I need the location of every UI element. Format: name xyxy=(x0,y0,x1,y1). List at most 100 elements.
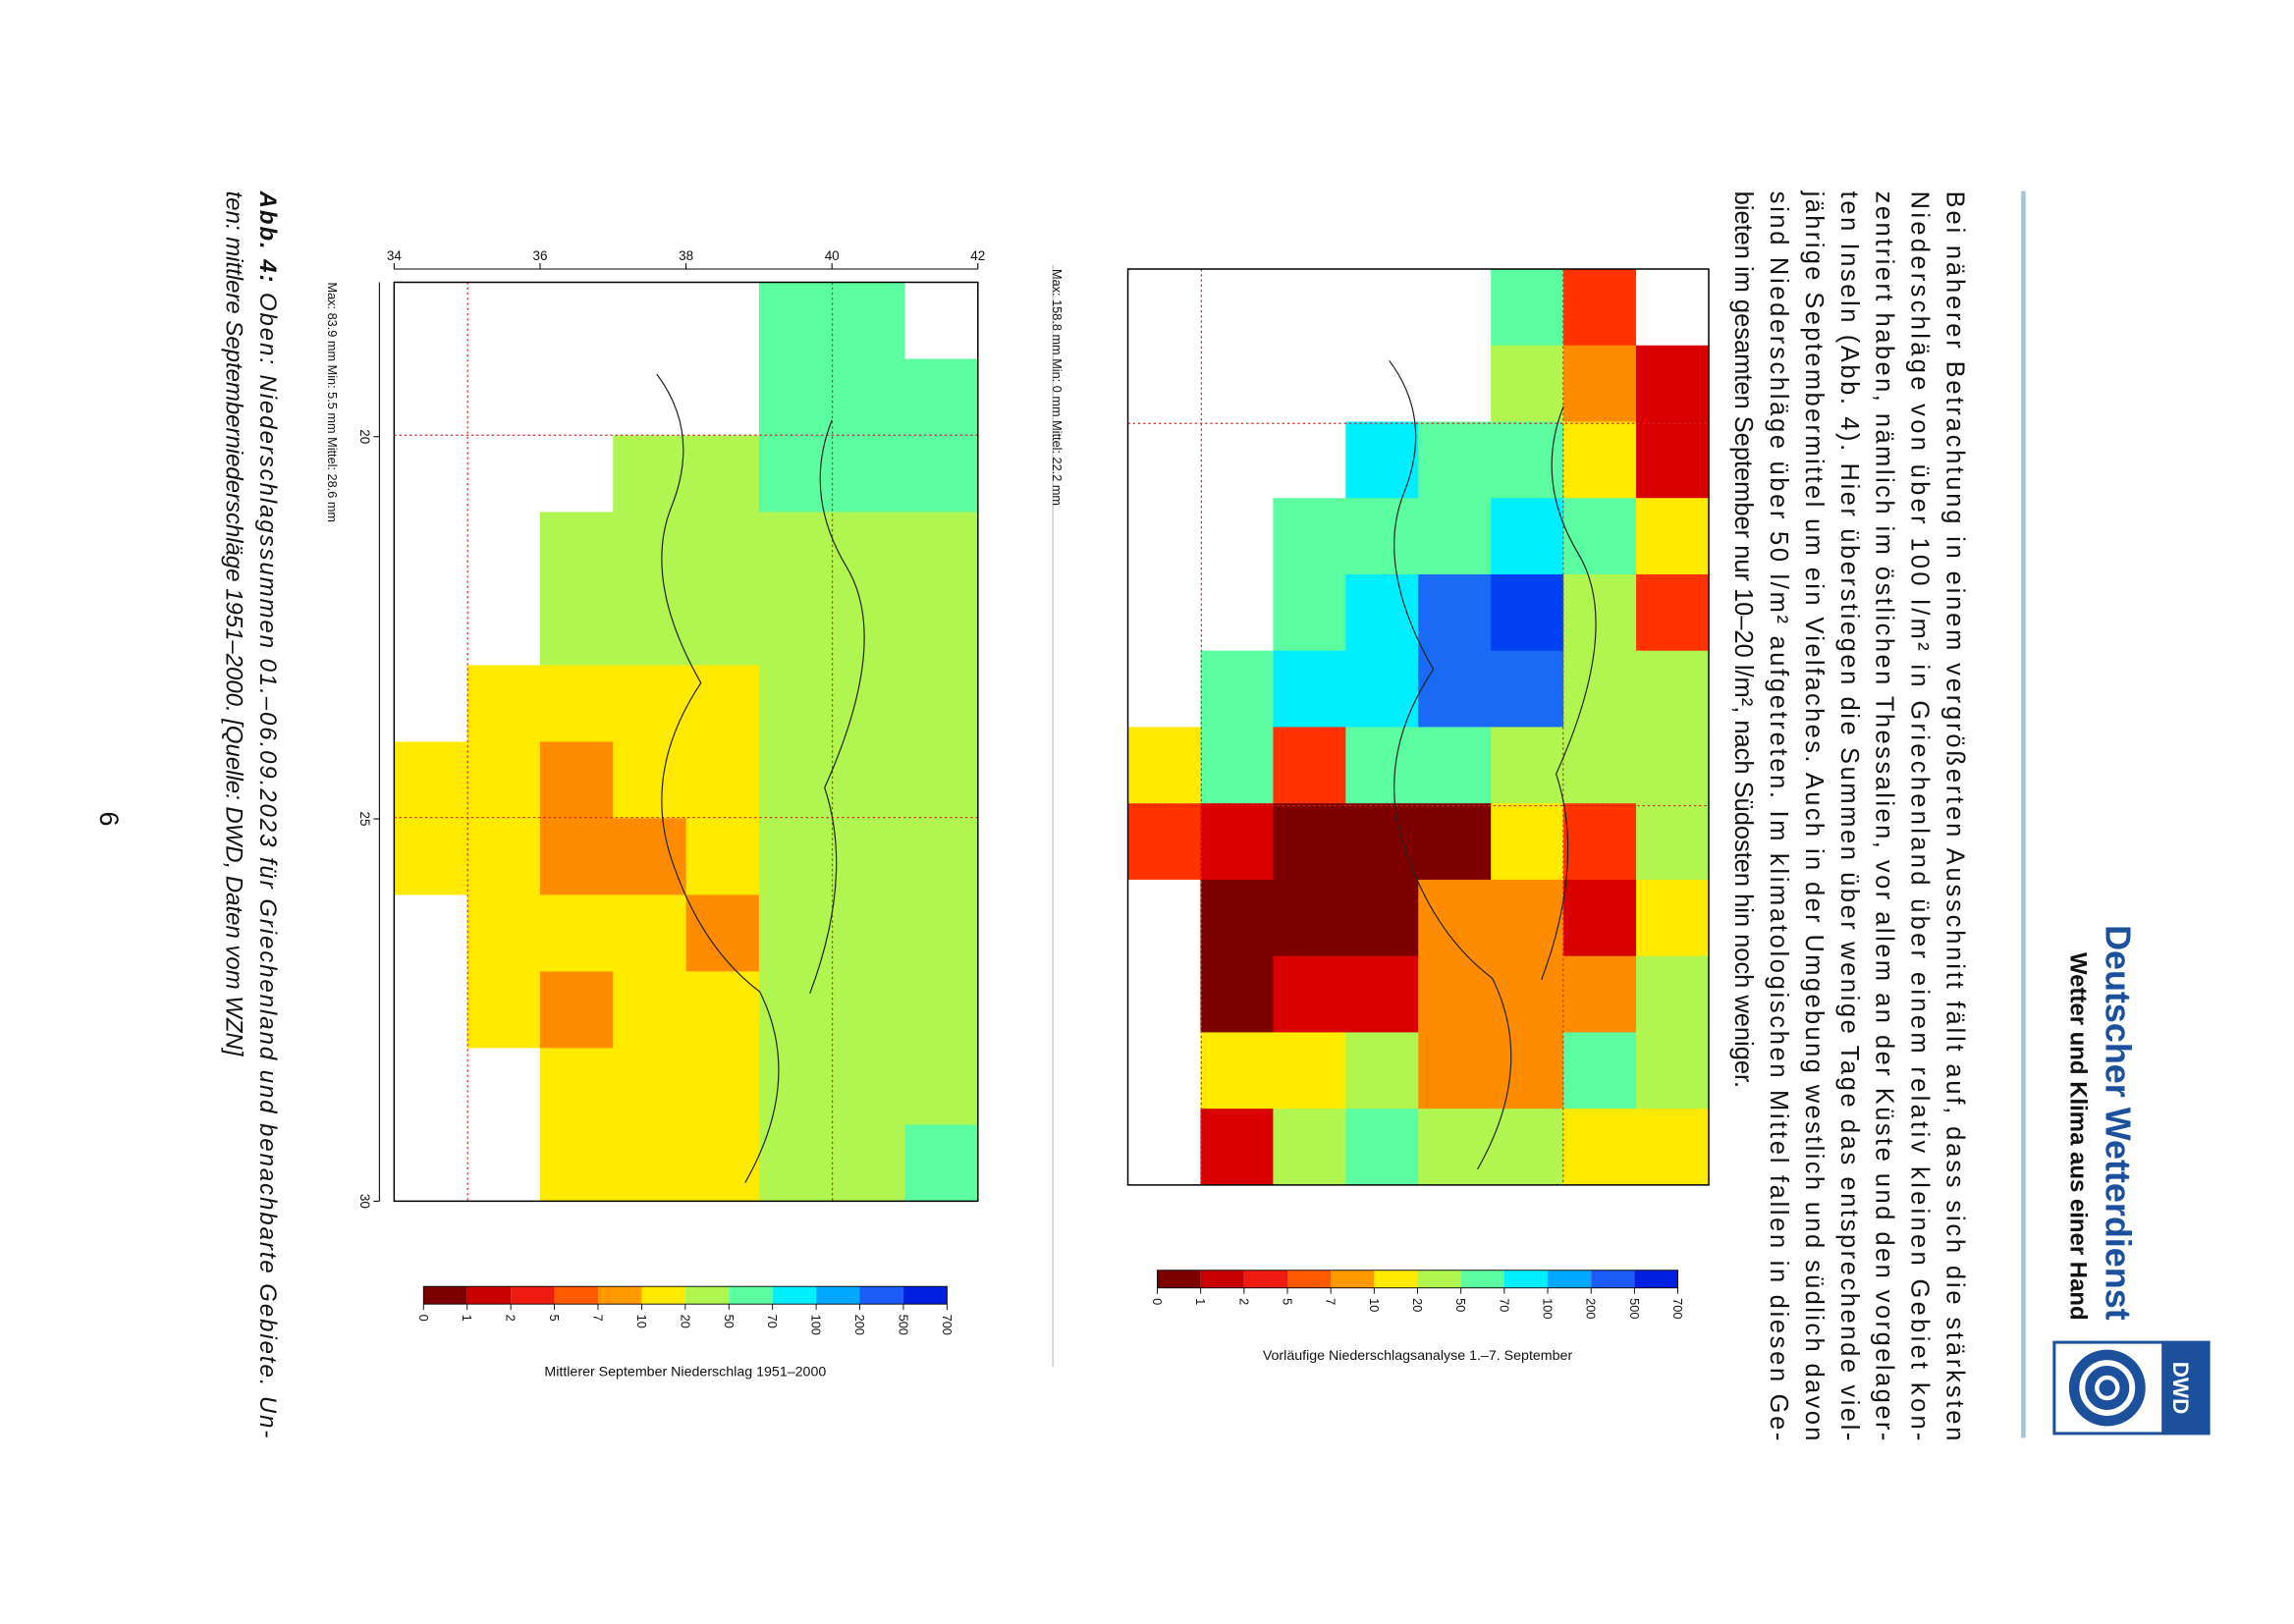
map-cell xyxy=(758,1124,833,1202)
map-cell xyxy=(1636,727,1710,804)
map-cell xyxy=(904,435,979,514)
logo-text: DWD xyxy=(2168,1362,2193,1415)
map-cell xyxy=(1200,803,1274,881)
map-cell xyxy=(394,818,468,896)
map-cell xyxy=(1345,955,1419,1034)
colorbar-segment xyxy=(684,1286,730,1305)
colorbar-segment xyxy=(423,1286,467,1305)
map-cell xyxy=(394,512,468,590)
map-cell xyxy=(832,588,906,667)
map-cell xyxy=(685,1124,760,1202)
colorbar-label: 70 xyxy=(765,1315,780,1328)
map-cell xyxy=(758,741,833,820)
body-line: jährige Septembermittel um ein Vielfache… xyxy=(1800,190,1828,1441)
colorbar-label: 5 xyxy=(1281,1298,1295,1305)
caption-line: Abb. 4: Oben: Niederschlagssummen 01.–06… xyxy=(254,190,281,1438)
caption-line: ten: mittlere Septemberniederschläge 195… xyxy=(221,191,247,1057)
map-cell xyxy=(1418,803,1492,881)
map-cell xyxy=(1273,269,1346,347)
colorbar-label: 7 xyxy=(1324,1298,1338,1305)
x-tick-label: 36 xyxy=(532,248,547,263)
map-cell xyxy=(685,971,760,1049)
map-cell xyxy=(466,665,541,743)
map-cell xyxy=(539,282,614,360)
map-cell xyxy=(1636,1109,1710,1186)
colorbar-segment xyxy=(859,1286,903,1305)
map-cell xyxy=(832,358,906,437)
map-cell xyxy=(613,435,687,514)
map-cell xyxy=(1273,1109,1346,1186)
map-cell xyxy=(1127,498,1202,575)
colorbar-label: 100 xyxy=(1541,1298,1556,1319)
map-cell xyxy=(1273,421,1346,499)
map-cell xyxy=(685,282,760,360)
map-cell xyxy=(832,282,906,360)
map-cell xyxy=(539,971,614,1049)
map-cell xyxy=(904,894,979,972)
map-cell xyxy=(394,282,468,360)
caption-text: Oben: Niederschlagssummen 01.–06.09.2023… xyxy=(254,284,281,1437)
map-cell xyxy=(1563,650,1637,729)
map-cell xyxy=(1563,269,1637,347)
logo-band xyxy=(2161,1342,2210,1434)
map-cell xyxy=(1273,727,1346,804)
map-cell xyxy=(685,894,760,972)
map-cell xyxy=(466,358,541,437)
map-cell xyxy=(1418,879,1492,957)
map-cell xyxy=(904,818,979,896)
map-cell xyxy=(1345,345,1419,423)
map-cell xyxy=(466,818,541,896)
map-cell xyxy=(685,358,760,437)
map-cell xyxy=(1491,498,1564,575)
colorbar-label: 0 xyxy=(416,1315,431,1322)
map-cell xyxy=(832,1124,906,1202)
y-tick-label: 25 xyxy=(357,812,372,827)
map-cell xyxy=(1200,421,1274,499)
colorbar-label: 70 xyxy=(1497,1298,1511,1312)
colorbar-segment xyxy=(1634,1270,1678,1288)
colorbar-segment xyxy=(1243,1270,1287,1288)
map-cell xyxy=(1563,1109,1637,1186)
colorbar-label: 500 xyxy=(1627,1298,1642,1319)
map-cell xyxy=(613,282,687,360)
map-cell xyxy=(1127,345,1202,423)
body-line: Niederschläge von über 100 l/m² in Griec… xyxy=(1906,191,1934,1441)
colorbar-segment xyxy=(1286,1270,1332,1288)
map-cell xyxy=(394,1124,468,1202)
map-cell xyxy=(1127,1032,1202,1110)
colorbar-label: 5 xyxy=(547,1315,562,1322)
map-cell xyxy=(466,282,541,360)
map-cell xyxy=(904,741,979,820)
map-cell xyxy=(758,971,833,1049)
map-cell xyxy=(1491,650,1564,729)
map-cell xyxy=(1345,803,1419,881)
map-cell xyxy=(904,665,979,743)
colorbar-segment xyxy=(1591,1270,1635,1288)
colorbar-label: 500 xyxy=(896,1315,910,1335)
map-cell xyxy=(1273,573,1346,652)
map-cell xyxy=(1345,1032,1419,1110)
map-cell xyxy=(1563,1032,1637,1110)
map-cell xyxy=(539,1048,614,1125)
map-cell xyxy=(1418,498,1492,575)
colorbar-segment xyxy=(554,1286,598,1305)
x-tick-label: 34 xyxy=(387,248,402,263)
colorbar-segment xyxy=(1417,1270,1461,1288)
map-cell xyxy=(1273,345,1346,423)
map-cell xyxy=(613,588,687,667)
map-cell xyxy=(1127,421,1202,499)
map-cell xyxy=(539,665,614,743)
colorbar-frame xyxy=(422,1285,948,1305)
map-cell xyxy=(1491,955,1564,1034)
colorbar-segment xyxy=(597,1286,642,1305)
map-cell xyxy=(1418,727,1492,804)
map-cell xyxy=(1273,650,1346,729)
map-cell xyxy=(1636,879,1710,957)
map-cell xyxy=(466,894,541,972)
colorbar-label: 50 xyxy=(722,1315,737,1328)
map-cell xyxy=(758,282,833,360)
map-cell xyxy=(1491,879,1564,957)
map-cell xyxy=(1200,650,1274,729)
map-cell xyxy=(1345,498,1419,575)
map-cell xyxy=(904,512,979,590)
